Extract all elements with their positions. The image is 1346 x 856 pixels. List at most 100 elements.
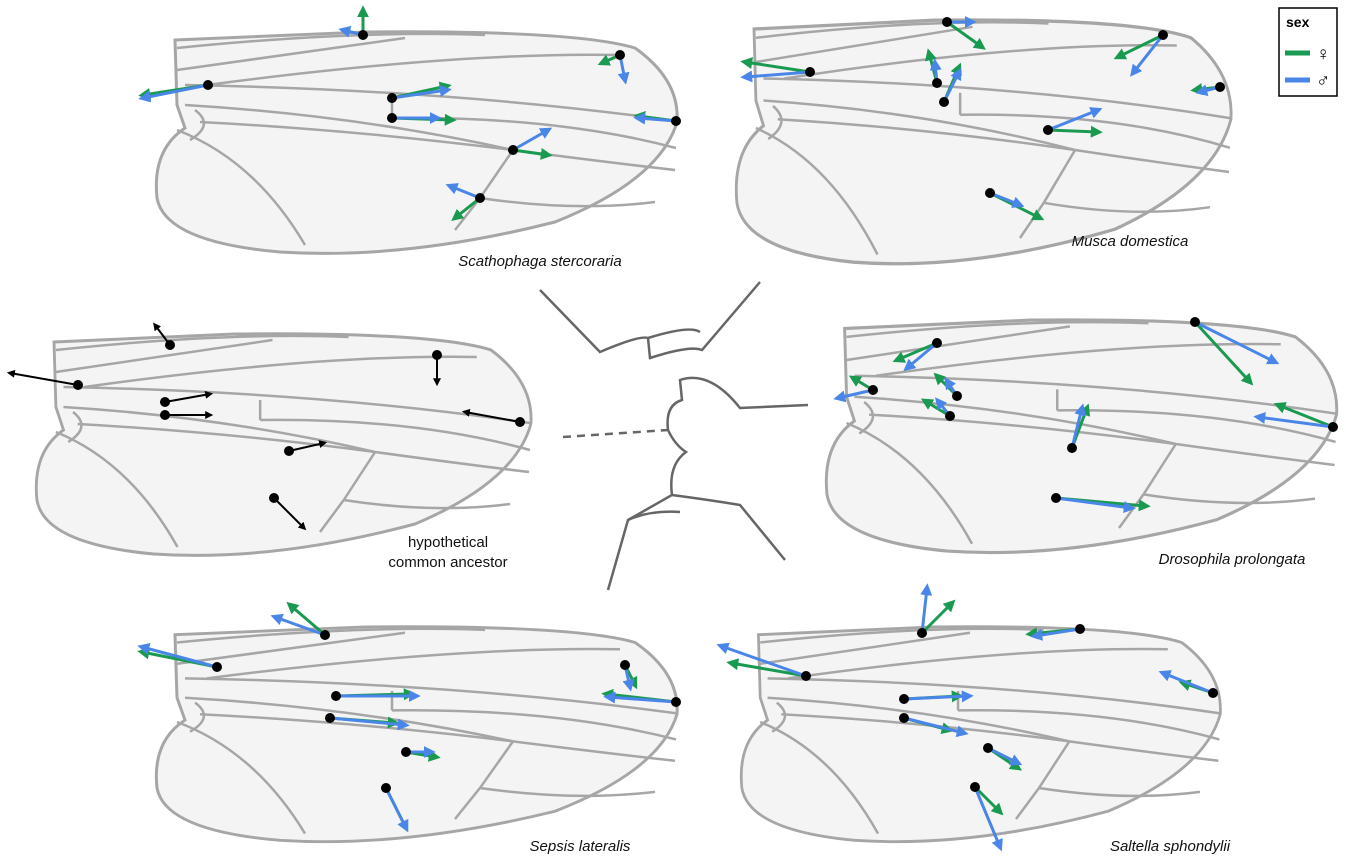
shape-change-arrow xyxy=(1047,107,1103,132)
landmark xyxy=(868,385,878,395)
landmark xyxy=(165,340,175,350)
vein xyxy=(190,110,204,140)
shape-change-arrow xyxy=(384,787,409,833)
landmarks xyxy=(137,601,681,833)
landmark xyxy=(932,338,942,348)
shape-change-arrow xyxy=(920,599,956,635)
vein xyxy=(190,703,204,732)
vein xyxy=(859,402,873,434)
shape-change-arrow xyxy=(286,601,326,637)
vein xyxy=(768,698,1219,761)
vein xyxy=(480,788,655,796)
landmark xyxy=(939,97,949,107)
vein xyxy=(760,629,1043,643)
shape-change-arrow xyxy=(391,85,452,100)
legend-item: ♀ xyxy=(1316,44,1330,65)
vein xyxy=(1039,788,1200,796)
landmark xyxy=(320,630,330,640)
ancestor-label: common ancestor xyxy=(388,554,507,571)
vein xyxy=(56,336,349,350)
vein xyxy=(847,326,1070,360)
vein xyxy=(764,79,1230,119)
wing-outline xyxy=(734,18,1233,266)
landmark xyxy=(932,78,942,88)
landmarks xyxy=(716,583,1218,852)
vein xyxy=(207,649,620,678)
shape-change-arrow xyxy=(1055,496,1136,513)
landmark xyxy=(331,691,341,701)
landmark xyxy=(387,93,397,103)
shape-change-arrow xyxy=(1273,402,1334,429)
vein xyxy=(344,452,375,500)
shape-change-arrow xyxy=(1158,670,1214,695)
landmark xyxy=(269,493,279,503)
shape-change-arrow xyxy=(973,786,1003,852)
phylogeny xyxy=(539,281,809,591)
shape-change-arrow xyxy=(1070,403,1087,449)
shape-change-arrow xyxy=(273,497,307,531)
shape-change-arrow xyxy=(903,716,969,738)
wings xyxy=(6,5,1339,852)
landmarks xyxy=(740,16,1225,221)
shape-change-arrow xyxy=(903,690,974,703)
vein xyxy=(185,678,676,713)
landmark xyxy=(945,411,955,421)
vein xyxy=(958,710,1219,739)
vein xyxy=(68,412,81,442)
vein xyxy=(1144,494,1316,503)
vein xyxy=(480,150,513,198)
vein xyxy=(768,678,1220,713)
vein xyxy=(344,500,510,508)
wing xyxy=(734,18,1233,266)
shape-change-arrow xyxy=(461,408,521,423)
landmark xyxy=(381,783,391,793)
landmarks xyxy=(6,322,525,531)
vein xyxy=(778,119,1075,150)
landmark xyxy=(620,660,630,670)
vein xyxy=(480,198,655,206)
wing-outline xyxy=(154,625,679,844)
vein xyxy=(177,633,405,664)
vein xyxy=(455,198,480,230)
shape-change-arrow xyxy=(946,20,986,50)
landmark xyxy=(983,743,993,753)
vein xyxy=(455,788,480,819)
vein xyxy=(56,340,273,372)
vein xyxy=(1016,788,1039,819)
vein xyxy=(768,106,781,139)
shape-change-arrow xyxy=(740,70,811,83)
shape-change-arrow xyxy=(833,388,874,403)
landmark xyxy=(899,694,909,704)
landmark xyxy=(1043,125,1053,135)
vein xyxy=(392,710,676,739)
landmark xyxy=(942,17,952,27)
wing-outline xyxy=(154,30,679,255)
wing xyxy=(34,332,533,557)
shape-change-arrow xyxy=(892,341,938,363)
vein xyxy=(78,424,375,452)
landmark xyxy=(671,697,681,707)
landmark xyxy=(401,747,411,757)
shape-change-arrow xyxy=(716,642,807,678)
landmark xyxy=(212,662,222,672)
vein xyxy=(876,344,1281,376)
landmark xyxy=(805,67,815,77)
vein xyxy=(1057,410,1335,442)
landmark xyxy=(985,188,995,198)
landmark xyxy=(1190,317,1200,327)
wing xyxy=(154,625,679,844)
landmark xyxy=(1051,493,1061,503)
shape-change-arrow xyxy=(445,183,481,200)
vein xyxy=(64,407,530,472)
shape-change-arrow xyxy=(329,716,410,731)
vein xyxy=(764,101,1230,173)
landmark xyxy=(952,391,962,401)
shape-change-arrow xyxy=(270,613,326,637)
landmark xyxy=(1067,443,1077,453)
species-label: Drosophila prolongata xyxy=(1159,551,1306,568)
species-label: Saltella sphondylii xyxy=(1110,838,1231,855)
landmark xyxy=(203,80,213,90)
landmark xyxy=(1208,688,1218,698)
vein xyxy=(1039,741,1069,788)
shape-change-arrow xyxy=(288,440,328,452)
